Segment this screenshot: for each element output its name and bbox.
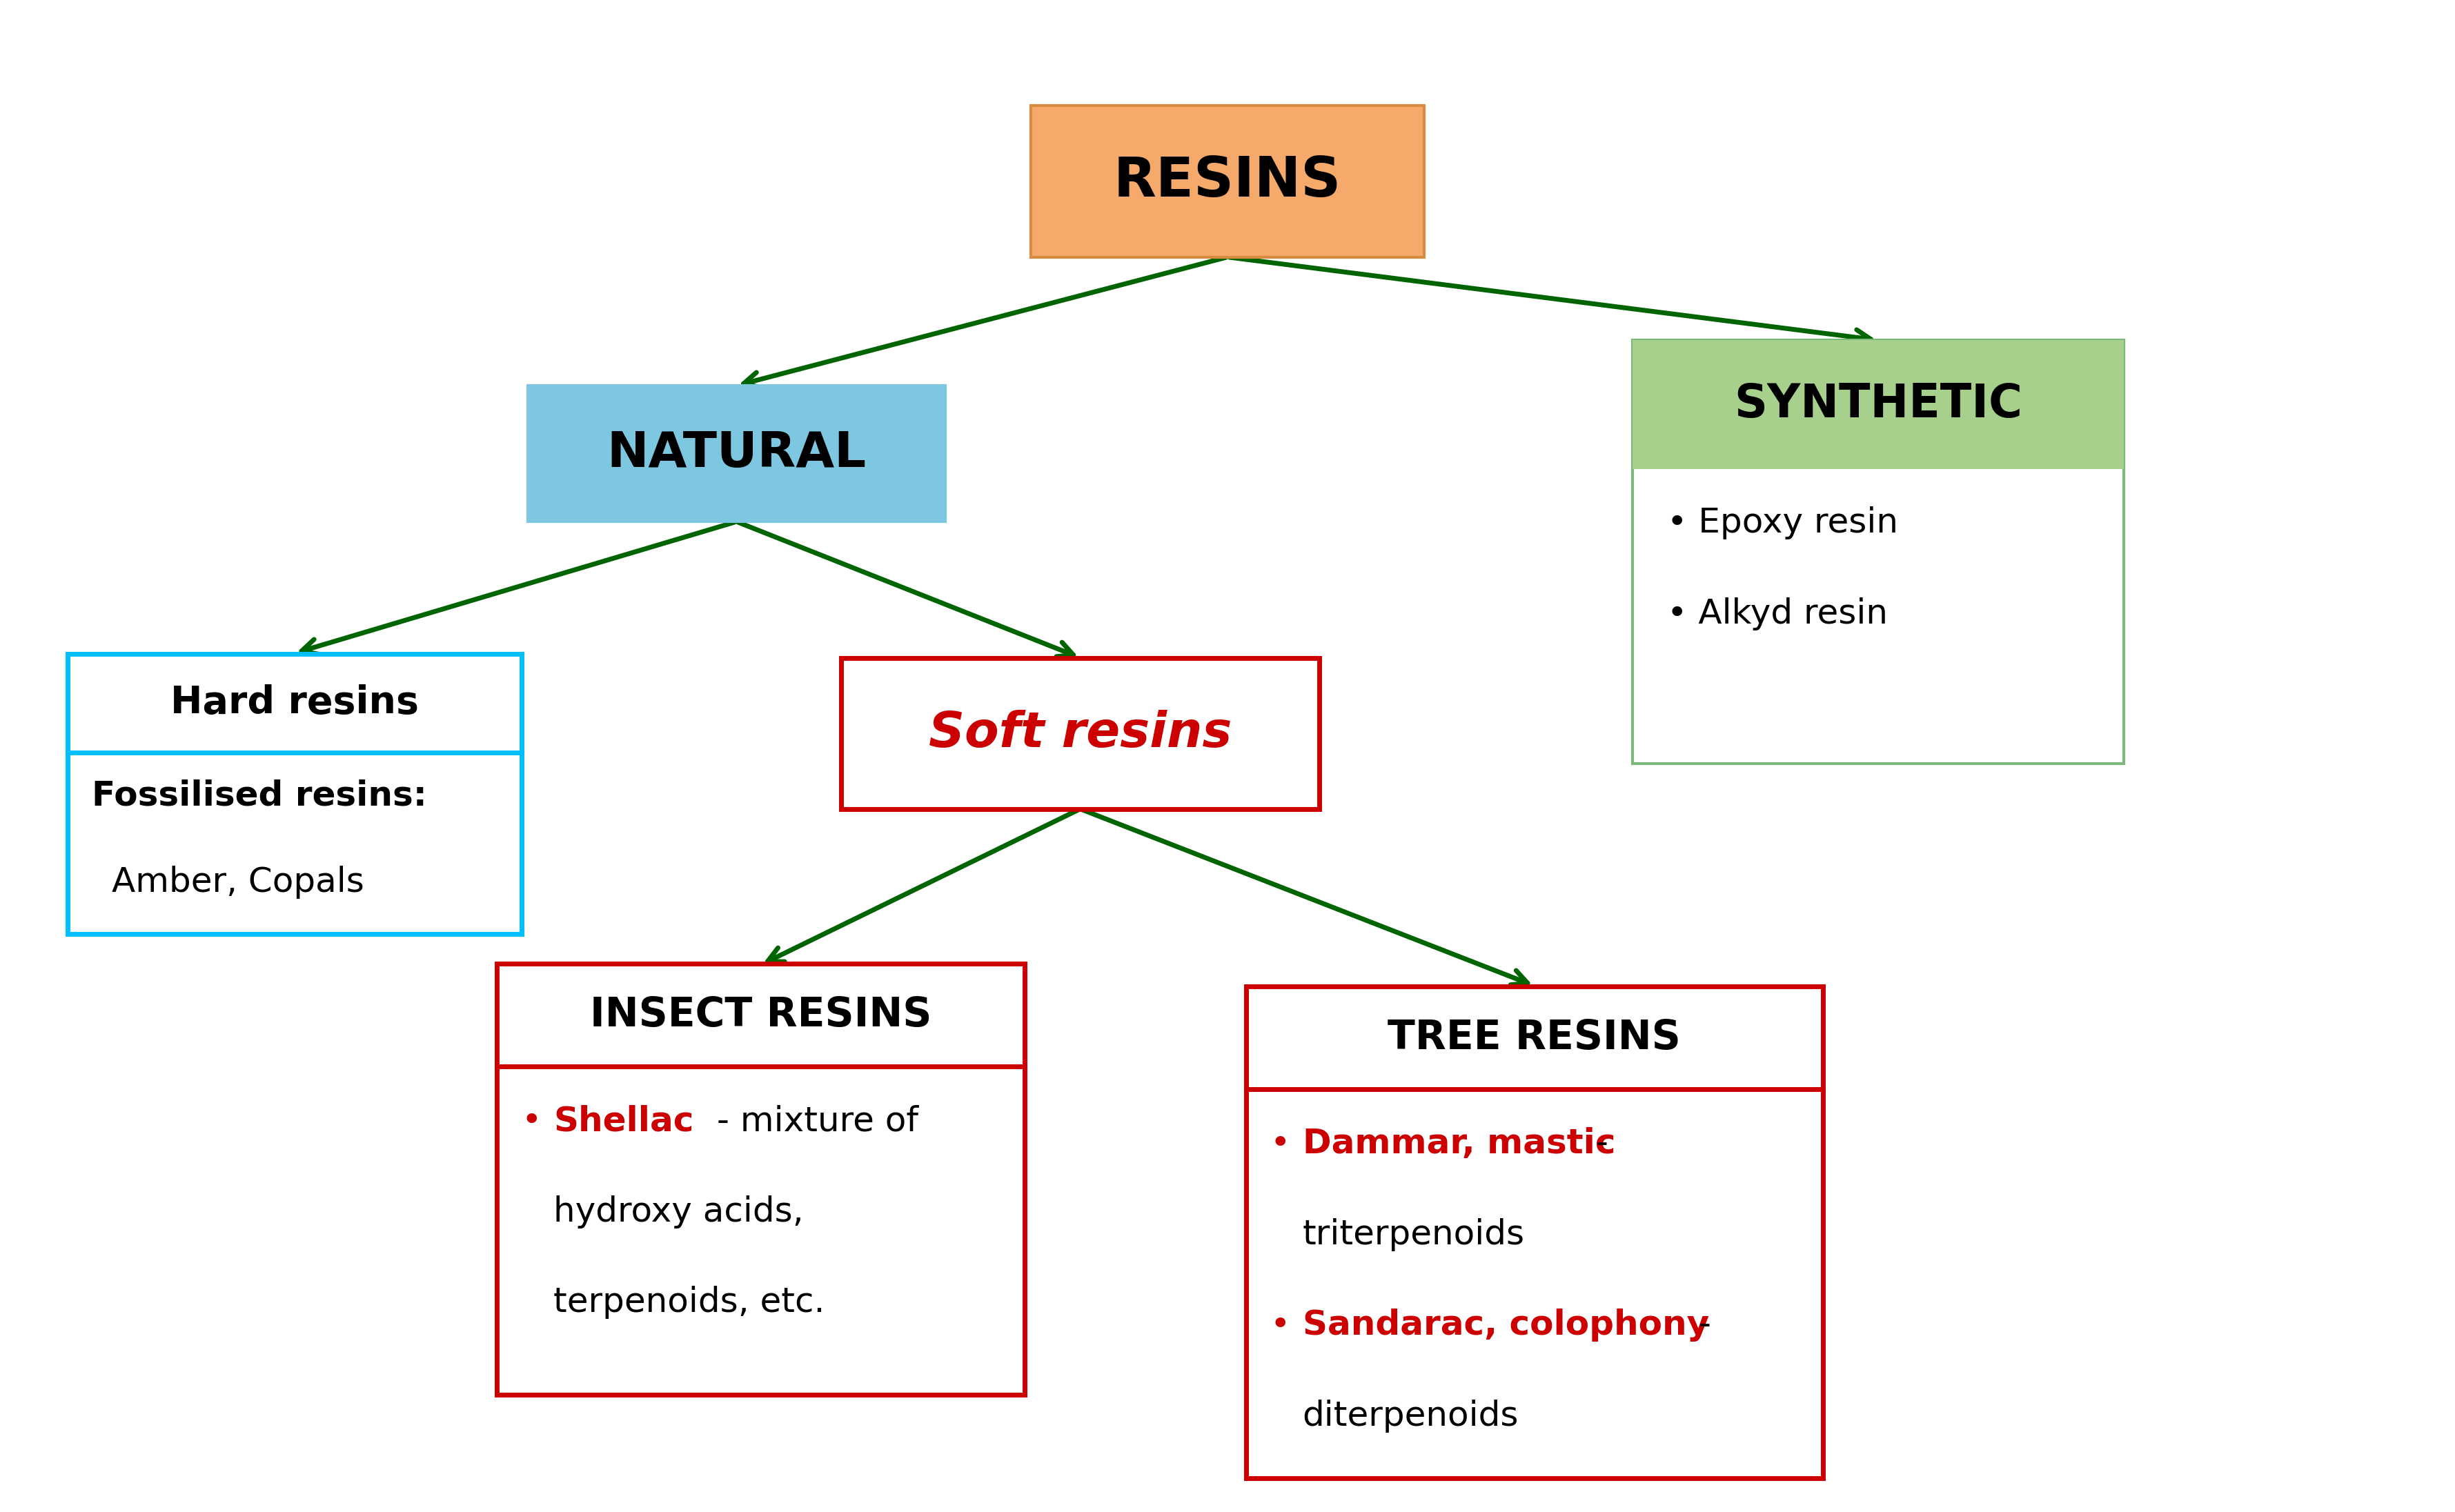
Text: TREE RESINS: TREE RESINS: [1387, 1018, 1682, 1058]
Text: terpenoids, etc.: terpenoids, etc.: [555, 1285, 825, 1318]
FancyBboxPatch shape: [1633, 340, 2124, 469]
FancyBboxPatch shape: [1633, 340, 2124, 764]
FancyBboxPatch shape: [1031, 106, 1424, 257]
Text: •: •: [1272, 1308, 1301, 1341]
Text: - mixture of: - mixture of: [707, 1104, 918, 1137]
Text: Soft resins: Soft resins: [928, 709, 1232, 758]
FancyBboxPatch shape: [66, 655, 520, 934]
Text: NATURAL: NATURAL: [606, 429, 867, 478]
Text: Amber, Copals: Amber, Copals: [110, 866, 363, 898]
Text: RESINS: RESINS: [1115, 154, 1340, 209]
FancyBboxPatch shape: [1245, 987, 1822, 1479]
FancyBboxPatch shape: [840, 658, 1321, 809]
Text: Sandarac, colophony: Sandarac, colophony: [1301, 1308, 1709, 1341]
Text: •: •: [1272, 1128, 1301, 1160]
Text: Dammar, mastic: Dammar, mastic: [1301, 1128, 1615, 1160]
Text: •: •: [520, 1104, 552, 1137]
Text: Fossilised resins:: Fossilised resins:: [93, 780, 427, 812]
Text: • Alkyd resin: • Alkyd resin: [1667, 597, 1888, 631]
FancyBboxPatch shape: [496, 965, 1024, 1394]
Text: diterpenoids: diterpenoids: [1301, 1400, 1520, 1432]
FancyBboxPatch shape: [528, 386, 945, 522]
Text: INSECT RESINS: INSECT RESINS: [589, 995, 933, 1036]
Text: SYNTHETIC: SYNTHETIC: [1733, 381, 2023, 428]
Text: Shellac: Shellac: [555, 1104, 695, 1137]
Text: -: -: [1689, 1308, 1711, 1341]
Text: • Epoxy resin: • Epoxy resin: [1667, 507, 1898, 540]
Text: Hard resins: Hard resins: [169, 685, 420, 721]
Text: hydroxy acids,: hydroxy acids,: [555, 1194, 803, 1228]
Text: triterpenoids: triterpenoids: [1301, 1219, 1525, 1250]
Text: -: -: [1586, 1128, 1608, 1160]
